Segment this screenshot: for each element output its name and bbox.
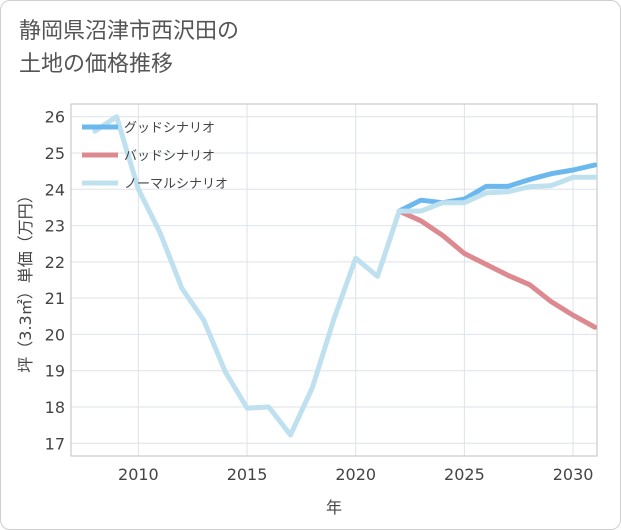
y-tick-label: 23 — [45, 217, 65, 236]
y-tick-label: 26 — [45, 108, 65, 127]
x-tick-label: 2030 — [553, 465, 594, 484]
x-axis-title: 年 — [326, 498, 342, 517]
y-tick-label: 25 — [45, 144, 65, 163]
series-lines — [92, 114, 597, 438]
series-line-0 — [396, 162, 597, 214]
x-tick-label: 2010 — [118, 465, 159, 484]
plot-area-frame — [70, 103, 598, 457]
y-tick-label: 19 — [45, 362, 65, 381]
series-line-2 — [92, 114, 597, 438]
legend-label: グッドシナリオ — [124, 121, 215, 136]
legend-label: バッドシナリオ — [124, 149, 215, 164]
y-tick-label: 17 — [45, 434, 65, 453]
y-tick-label: 24 — [45, 180, 65, 199]
x-tick-label: 2025 — [444, 465, 485, 484]
y-tick-label: 21 — [45, 289, 65, 308]
x-axis-ticks: 2010 2015 2020 2025 2030 — [118, 465, 593, 484]
chart-title-line-1: 静岡県沼津市西沢田の — [19, 19, 240, 44]
x-tick-label: 2020 — [335, 465, 376, 484]
y-axis-ticks: 17 18 19 20 21 22 23 24 25 26 — [45, 108, 65, 454]
y-axis-title: 坪（3.3㎡）単価（万円） — [16, 187, 35, 372]
y-tick-label: 18 — [45, 398, 65, 417]
x-tick-label: 2015 — [227, 465, 268, 484]
chart-title: 静岡県沼津市西沢田の 土地の価格推移 — [19, 15, 239, 81]
grid-lines — [71, 104, 597, 456]
series-line-1 — [396, 208, 597, 330]
y-tick-label: 20 — [45, 325, 65, 344]
chart-title-line-2: 土地の価格推移 — [19, 52, 174, 77]
y-tick-label: 22 — [45, 253, 65, 272]
legend-label: ノーマルシナリオ — [124, 177, 228, 192]
